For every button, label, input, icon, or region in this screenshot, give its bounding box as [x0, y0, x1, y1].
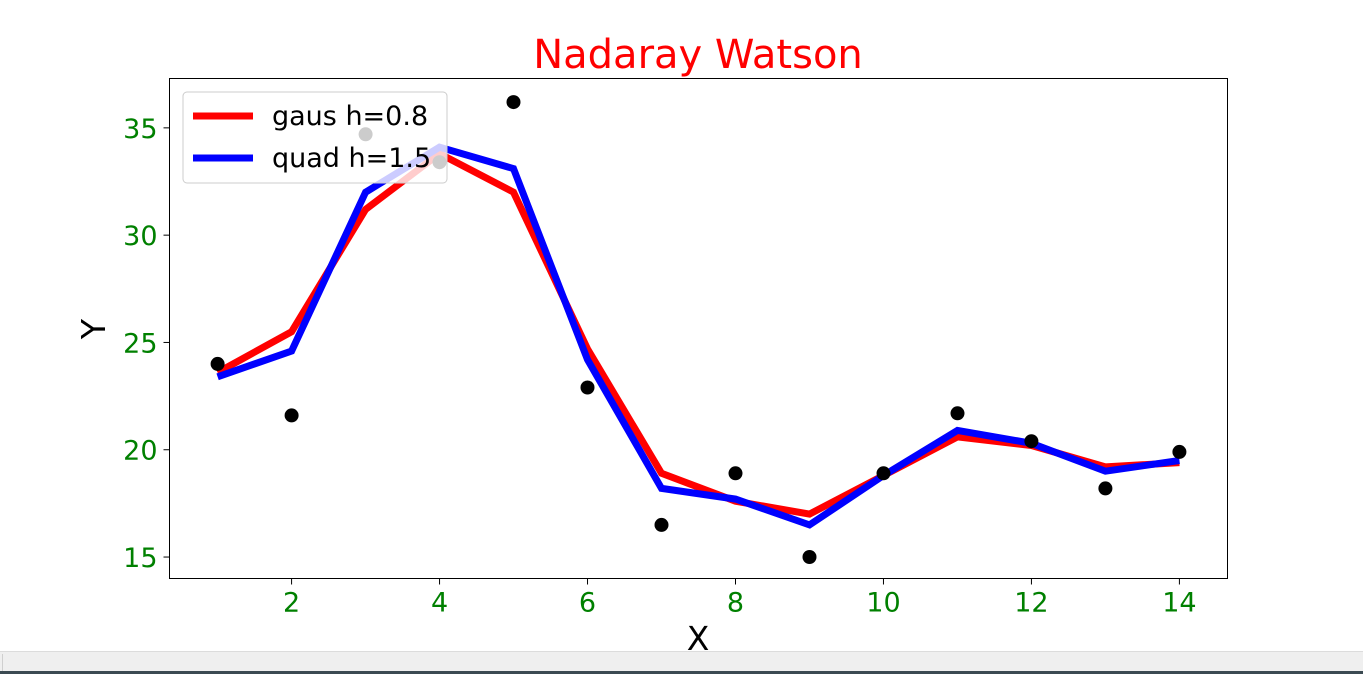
data-point	[1024, 434, 1039, 449]
data-point	[950, 406, 965, 421]
data-point	[654, 517, 669, 532]
x-tick-label: 8	[727, 588, 744, 619]
y-tick-label: 25	[123, 328, 157, 359]
nadaraya-watson-chart: Nadaray Watson 2 4 6 8 10 12 14 15 20 25 30 35 X Y…	[74, 32, 1228, 651]
chart-title: Nadaray Watson	[533, 32, 863, 78]
scrollbar-edge	[2, 654, 3, 672]
x-tick-label: 14	[1162, 588, 1196, 619]
x-axis-label: X	[687, 619, 710, 651]
data-point	[802, 550, 817, 564]
data-point	[210, 356, 225, 371]
data-point	[1172, 444, 1187, 459]
x-tick-label: 6	[579, 588, 596, 619]
legend-label: gaus h=0.8	[272, 101, 428, 132]
scrollbar-track[interactable]	[0, 671, 1363, 674]
y-tick-label: 35	[123, 114, 157, 145]
data-point	[506, 95, 521, 110]
series-line	[216, 143, 1180, 529]
y-tick-label: 30	[123, 221, 157, 252]
x-axis-ticks: 2 4 6 8 10 12 14	[283, 578, 1197, 619]
legend: gaus h=0.8 quad h=1.5	[182, 91, 448, 184]
x-tick-label: 4	[431, 588, 448, 619]
series-lines	[215, 143, 1180, 529]
data-point	[728, 466, 743, 481]
x-tick-label: 10	[866, 588, 900, 619]
horizontal-scrollbar[interactable]	[0, 651, 1363, 674]
y-tick-label: 20	[123, 436, 157, 467]
data-point	[284, 408, 299, 423]
legend-label: quad h=1.5	[272, 143, 431, 174]
plot-frame	[169, 78, 1228, 579]
data-point	[876, 466, 891, 481]
y-axis-label: Y	[74, 318, 113, 340]
data-point	[1098, 481, 1113, 496]
x-tick-label: 2	[283, 588, 300, 619]
data-point	[580, 380, 595, 395]
x-tick-label: 12	[1014, 588, 1048, 619]
y-axis-ticks: 15 20 25 30 35	[123, 114, 170, 574]
y-tick-label: 15	[123, 543, 157, 574]
scatter-points	[210, 95, 1187, 564]
